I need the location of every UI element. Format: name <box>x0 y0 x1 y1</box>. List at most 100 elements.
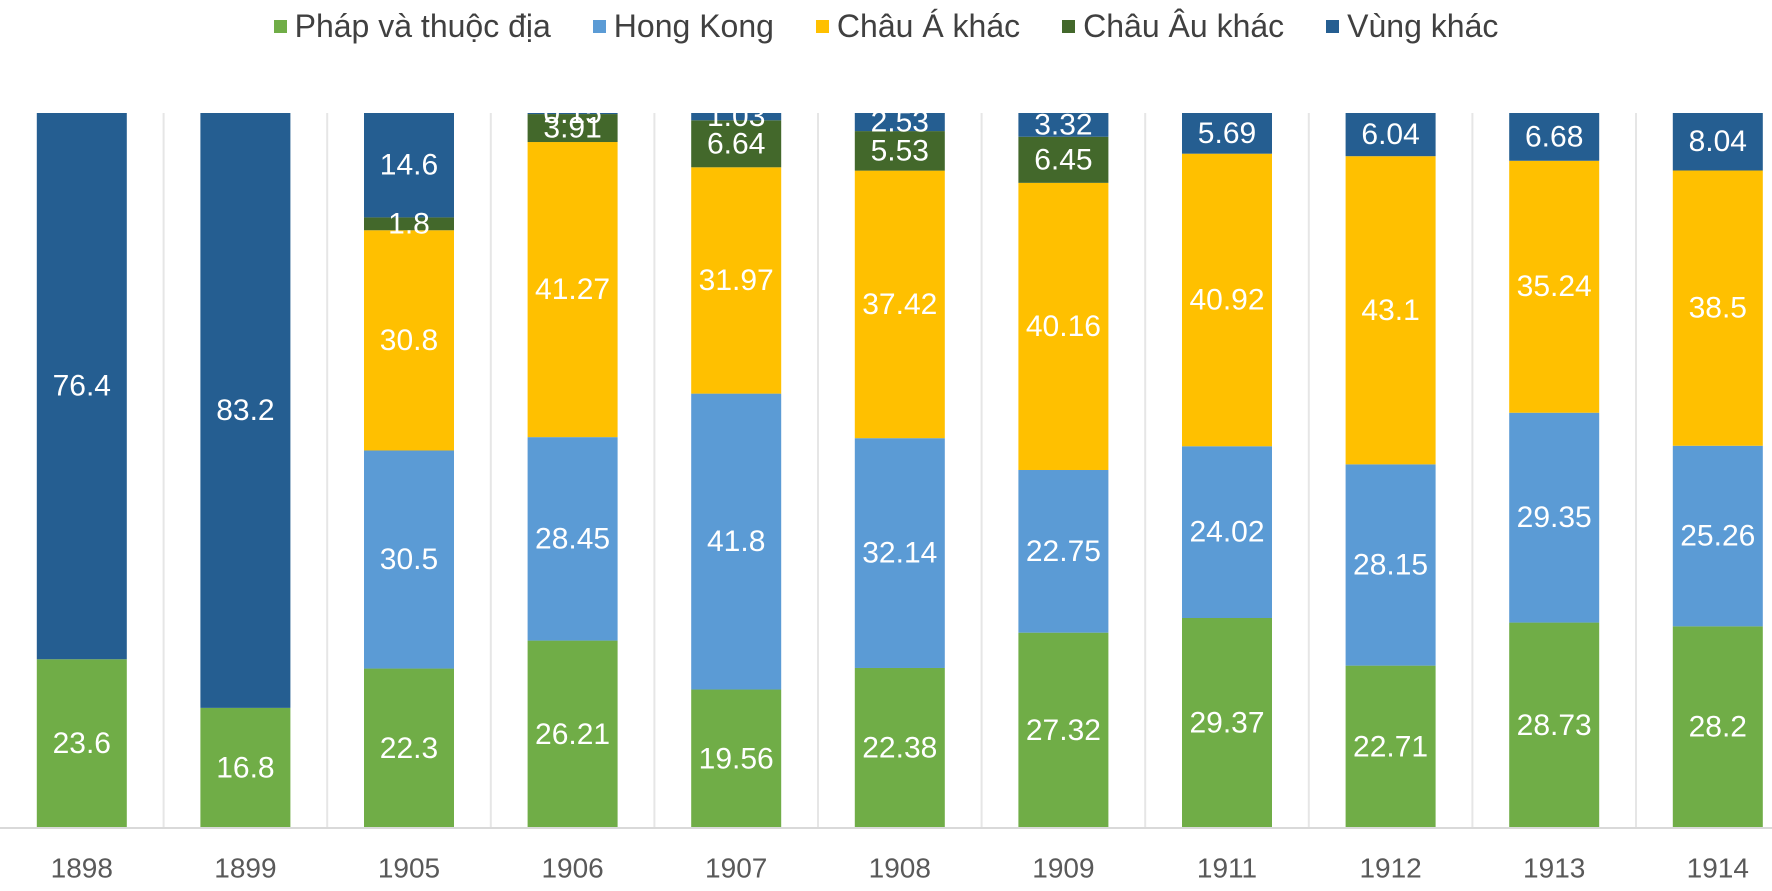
data-label: 3.91 <box>543 112 601 145</box>
bar-segment <box>854 438 945 668</box>
data-label: 14.6 <box>380 149 438 182</box>
bar-segment <box>854 667 945 828</box>
legend-label: Hong Kong <box>613 8 774 44</box>
x-tick-label: 1909 <box>1032 853 1094 884</box>
data-label: 41.8 <box>707 525 765 558</box>
bar-segment <box>36 113 127 660</box>
bar-segment <box>1182 618 1272 828</box>
bar-segment <box>364 230 454 451</box>
data-label: 30.5 <box>380 543 438 576</box>
legend-label: Vùng khác <box>1347 8 1499 44</box>
legend-item: Châu Á khác <box>815 8 1021 45</box>
bar-segment <box>691 689 782 828</box>
bars <box>36 113 1763 828</box>
data-label: 24.02 <box>1189 516 1264 549</box>
x-tick-label: 1911 <box>1197 853 1257 884</box>
bar-segment <box>364 450 454 669</box>
bar-segment <box>1672 445 1763 627</box>
data-label: 0.15 <box>543 97 601 130</box>
data-label: 22.71 <box>1353 730 1428 763</box>
data-label: 16.8 <box>216 751 274 784</box>
data-label: 23.6 <box>53 727 111 760</box>
x-tick-label: 1898 <box>51 853 113 884</box>
x-tick-label: 1906 <box>541 853 603 884</box>
data-label: 32.14 <box>862 537 937 570</box>
data-label: 27.32 <box>1026 714 1101 747</box>
bar-segment <box>691 393 782 690</box>
data-label: 35.24 <box>1517 270 1592 303</box>
data-label: 31.97 <box>699 264 774 297</box>
data-label: 28.2 <box>1689 711 1747 744</box>
data-label: 40.16 <box>1026 310 1101 343</box>
bar-segment <box>527 114 618 143</box>
data-label: 22.75 <box>1026 535 1101 568</box>
legend-swatch <box>273 20 287 33</box>
bar-segment <box>36 659 127 828</box>
data-labels: 23.6 76.4 16.8 83.2 22.3 30.5 30.8 1.8 14.6 26.21… <box>53 97 1756 784</box>
bar-segment <box>527 142 618 438</box>
x-tick-label: 1908 <box>869 853 931 884</box>
data-label: 22.38 <box>862 731 937 764</box>
bar-segment <box>1345 113 1436 157</box>
bar-segment <box>364 668 454 828</box>
bar-segment <box>1672 113 1763 171</box>
bar-segment <box>691 167 782 394</box>
bar-segment <box>691 113 782 121</box>
data-label: 76.4 <box>53 370 111 403</box>
x-tick-label: 1899 <box>214 853 276 884</box>
data-label: 6.04 <box>1361 118 1419 151</box>
legend: Pháp và thuộc địa Hong Kong Châu Á khác Châ… <box>0 8 1772 45</box>
bar-segment <box>364 113 454 218</box>
x-tick-label: 1913 <box>1523 853 1585 884</box>
bar-segment <box>527 437 618 641</box>
legend-item: Hong Kong <box>592 8 774 45</box>
data-label: 1.8 <box>388 207 430 240</box>
data-label: 6.64 <box>707 127 765 160</box>
data-label: 38.5 <box>1689 292 1747 325</box>
bar-segment <box>1018 136 1109 183</box>
bar-segment <box>1345 156 1436 465</box>
data-label: 5.53 <box>871 134 929 167</box>
legend-swatch <box>1326 20 1340 33</box>
data-label: 2.53 <box>871 106 929 139</box>
data-label: 28.15 <box>1353 548 1428 581</box>
data-label: 6.45 <box>1034 143 1092 176</box>
bar-segment <box>1672 626 1763 828</box>
legend-item: Châu Âu khác <box>1062 8 1284 45</box>
bar-segment <box>1509 622 1600 828</box>
legend-swatch <box>815 20 829 33</box>
data-label: 41.27 <box>535 273 610 306</box>
bar-segment <box>1018 182 1109 470</box>
legend-label: Châu Âu khác <box>1083 8 1285 44</box>
bar-segment <box>691 120 782 168</box>
x-tick-labels: 1898 1899 1905 1906 1907 1908 1909 1911 1912 1913… <box>51 853 1749 884</box>
bar-segment <box>527 640 618 828</box>
legend-item: Pháp và thuộc địa <box>273 8 551 45</box>
data-label: 29.37 <box>1189 707 1264 740</box>
data-label: 8.04 <box>1689 125 1747 158</box>
data-label: 19.56 <box>699 742 774 775</box>
bar-segment <box>854 131 945 171</box>
bar-segment <box>854 170 945 439</box>
legend-label: Châu Á khác <box>836 8 1021 44</box>
data-label: 43.1 <box>1361 294 1419 327</box>
legend-label: Pháp và thuộc địa <box>294 8 551 44</box>
x-tick-label: 1912 <box>1359 853 1421 884</box>
bar-segment <box>1345 665 1436 828</box>
data-label: 28.73 <box>1517 709 1592 742</box>
data-label: 29.35 <box>1517 501 1592 534</box>
data-label: 30.8 <box>380 324 438 357</box>
data-label: 25.26 <box>1680 520 1755 553</box>
bar-segment <box>1509 160 1600 413</box>
bar-segment <box>1018 632 1109 828</box>
data-label: 22.3 <box>380 732 438 765</box>
legend-swatch <box>592 20 606 33</box>
data-label: 1.03 <box>707 100 765 133</box>
data-label: 40.92 <box>1189 283 1264 316</box>
bar-segment <box>527 113 618 115</box>
x-tick-label: 1914 <box>1687 853 1749 884</box>
x-tick-label: 1905 <box>378 853 440 884</box>
bar-segment <box>1509 113 1600 161</box>
data-label: 37.42 <box>862 288 937 321</box>
